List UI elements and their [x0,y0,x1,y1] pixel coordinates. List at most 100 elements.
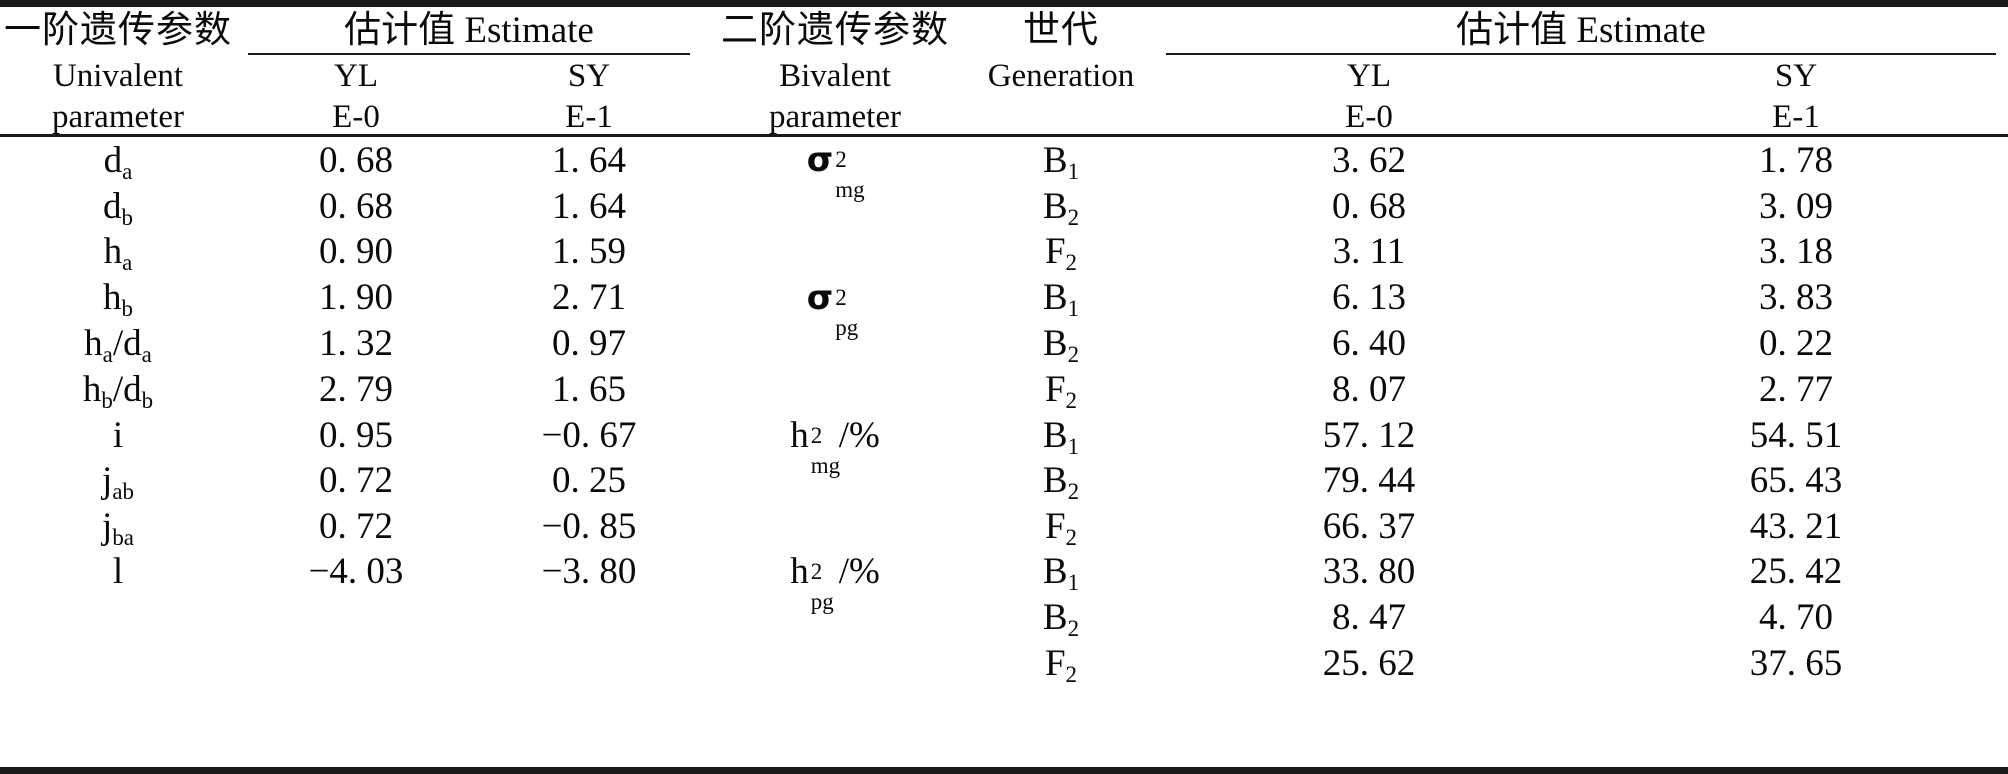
univalent-parameter: hb/db [82,368,154,413]
bivalent-parameter: σ 2 pg [806,277,859,340]
univalent-parameter [0,595,236,641]
univalent-parameter: ha [103,231,133,276]
bivalent-parameter: h 2 pg/% [790,551,880,615]
univalent-parameter: ha/da [84,323,152,368]
bivalent-parameter [702,229,968,275]
bivalent-yl-value: 25. 62 [1322,642,1416,684]
table-row: db 0. 68 1. 64 B2 0. 68 3. 09 [0,184,2008,230]
univalent-parameter: db [103,185,133,230]
table-row: jab 0. 72 0. 25 B2 79. 44 65. 43 [0,458,2008,504]
bivalent-parameter [702,641,968,687]
bivalent-sy-value: 54. 51 [1749,414,1843,456]
univalent-yl-value: −4. 03 [308,551,404,593]
bivalent-sy-value: 3. 83 [1759,277,1833,319]
bivalent-sy-value: 25. 42 [1749,551,1843,593]
univalent-sy-value: −0. 85 [541,505,637,547]
bivalent-sy-value: 3. 09 [1759,185,1833,227]
univalent-parameter: l [112,551,124,593]
generation-label: B1 [1042,551,1080,596]
table-row: ha/da 1. 32 0. 97 B2 6. 40 0. 22 [0,321,2008,367]
univalent-yl-value: 0. 72 [319,460,393,502]
header-sy-left: SY [567,58,611,94]
univalent-sy-value [476,641,702,687]
univalent-sy-value: 0. 25 [552,460,626,502]
bivalent-sy-value: 37. 65 [1749,642,1843,684]
bivalent-sy-value: 1. 78 [1759,139,1833,181]
table-row: da 0. 68 1. 64 σ 2 mg B1 3. 62 1. 78 [0,137,2008,203]
univalent-parameter: jab [102,460,134,505]
header-generation-cn: 世代 [1023,10,1099,51]
bivalent-sy-value: 43. 21 [1749,505,1843,547]
header-generation-spacer [968,97,1154,137]
header-row-title: 一阶遗传参数 估计值 Estimate 二阶遗传参数 世代 估计值 Estima… [0,7,2008,55]
generation-label [968,686,1154,732]
univalent-parameter: i [112,414,124,456]
header-e1-right: E-1 [1772,99,1820,135]
table-row: i 0. 95 −0. 67 h 2 mg/% B1 57. 12 54. 51 [0,413,2008,478]
table-bottom-rule [0,767,2008,774]
header-row-names: Univalent YL SY Bivalent Generation YL S… [0,55,2008,97]
table-row: hb/db 2. 79 1. 65 F2 8. 07 2. 77 [0,367,2008,413]
generation-label: F2 [1044,642,1078,687]
bivalent-parameter [702,367,968,413]
univalent-parameter: jba [102,505,134,550]
univalent-yl-value: 0. 68 [319,185,393,227]
table-top-rule [0,0,2008,7]
generation-label: B2 [1042,323,1080,368]
univalent-sy-value: 1. 65 [552,368,626,410]
header-univalent-cn: 一阶遗传参数 [4,10,232,51]
univalent-parameter: hb [103,277,133,322]
table-header: 一阶遗传参数 估计值 Estimate 二阶遗传参数 世代 估计值 Estima… [0,7,2008,137]
bivalent-sy-value: 0. 22 [1759,323,1833,365]
generation-label: B2 [1042,185,1080,230]
table-row [0,686,2008,732]
generation-label: F2 [1044,231,1078,276]
header-estimate-left-label: 估计值 Estimate [344,10,594,51]
bivalent-yl-value: 66. 37 [1322,505,1416,547]
generation-label: B2 [1042,596,1080,641]
bivalent-sy-value: 4. 70 [1759,596,1833,638]
header-estimate-left: 估计值 Estimate [236,7,702,55]
univalent-yl-value [236,595,476,641]
bivalent-parameter: σ 2 mg [806,140,865,202]
generation-label: B1 [1042,139,1080,184]
univalent-yl-value: 0. 72 [319,505,393,547]
univalent-parameter [0,686,236,732]
header-bivalent-en-2: parameter [769,99,901,135]
bivalent-yl-value: 6. 40 [1332,323,1406,365]
table-row: ha 0. 90 1. 59 F2 3. 11 3. 18 [0,229,2008,275]
header-univalent-en-2: parameter [52,99,184,135]
univalent-parameter: da [103,139,133,184]
univalent-yl-value: 0. 68 [319,139,393,181]
table-row: B2 8. 47 4. 70 [0,595,2008,641]
bivalent-parameter [702,504,968,550]
univalent-sy-value: 1. 64 [552,139,626,181]
header-e0-right: E-0 [1345,99,1393,135]
bivalent-yl-value: 33. 80 [1322,551,1416,593]
univalent-yl-value: 1. 90 [319,277,393,319]
table-row: l −4. 03 −3. 80 h 2 pg/% B1 33. 80 25. 42 [0,549,2008,615]
generation-label: B1 [1042,414,1080,459]
bivalent-yl-value [1154,686,1584,732]
header-estimate-right-rule [1166,53,1996,55]
univalent-yl-value: 0. 95 [319,414,393,456]
bivalent-sy-value: 3. 18 [1759,231,1833,273]
univalent-sy-value: 1. 64 [552,185,626,227]
header-sy-right: SY [1774,58,1818,94]
header-e1-left: E-1 [565,99,613,135]
univalent-parameter [0,641,236,687]
bivalent-parameter: h 2 mg/% [790,414,880,478]
bivalent-yl-value: 3. 62 [1332,139,1406,181]
header-bivalent-en-1: Bivalent [779,58,891,94]
univalent-yl-value: 0. 90 [319,231,393,273]
univalent-sy-value: 0. 97 [552,323,626,365]
univalent-yl-value [236,641,476,687]
header-estimate-right: 估计值 Estimate [1154,7,2008,55]
bivalent-parameter [702,686,968,732]
table-grid: 一阶遗传参数 估计值 Estimate 二阶遗传参数 世代 估计值 Estima… [0,7,2008,732]
bivalent-sy-value [1584,686,2008,732]
bivalent-yl-value: 6. 13 [1332,277,1406,319]
univalent-sy-value: −0. 67 [541,414,637,456]
generation-label: F2 [1044,505,1078,550]
header-generation-en: Generation [987,58,1135,94]
